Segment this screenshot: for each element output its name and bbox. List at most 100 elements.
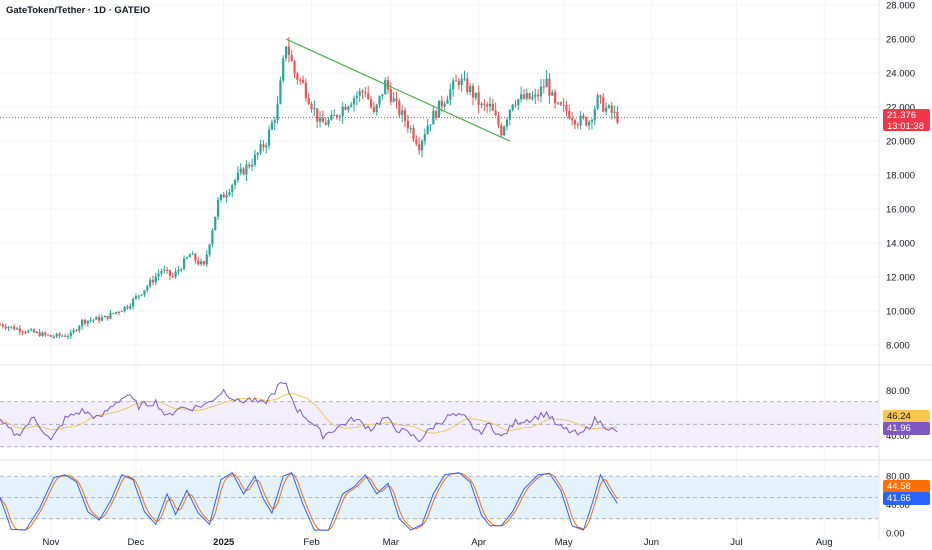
candle-body	[160, 270, 163, 274]
candle-body	[103, 315, 106, 318]
candle-body	[324, 122, 327, 125]
candle-body	[474, 92, 477, 98]
candle-body	[406, 120, 409, 129]
candle-body	[511, 104, 514, 111]
time-tick-label: Dec	[127, 537, 144, 548]
candle-body	[347, 106, 350, 110]
candle-body	[375, 104, 378, 112]
rsi-tick-label: 80.00	[886, 386, 910, 397]
time-tick-label: May	[555, 537, 573, 548]
candle-body	[191, 253, 194, 255]
candle-body	[194, 253, 197, 261]
candle-body	[537, 94, 540, 97]
candle-body	[392, 98, 395, 102]
trendline-layer[interactable]	[0, 38, 878, 142]
candle-body	[89, 320, 92, 322]
candle-body	[446, 99, 449, 104]
candle-body	[593, 108, 596, 121]
candle-body	[259, 144, 262, 153]
candle-body	[534, 94, 537, 97]
candle-body	[545, 78, 548, 88]
candle-body	[522, 94, 526, 99]
candle-body	[92, 319, 95, 321]
candle-body	[143, 290, 146, 295]
candle-body	[457, 80, 460, 86]
price-tick-label: 22.000	[886, 103, 915, 114]
candle-body	[409, 128, 412, 130]
candle-body	[157, 273, 160, 277]
candle-body	[0, 324, 2, 326]
candle-body	[480, 103, 483, 106]
candle-body	[86, 320, 89, 324]
candle-body	[149, 279, 152, 287]
price-tick-label: 8.000	[886, 341, 910, 352]
time-tick-label: Jun	[644, 537, 659, 548]
candle-body	[126, 306, 129, 309]
candle-body	[24, 332, 27, 334]
candle-body	[120, 311, 123, 313]
rsi-pane	[0, 381, 618, 443]
candle-body	[21, 331, 24, 333]
candle-body	[344, 106, 347, 110]
candle-body	[228, 192, 231, 195]
candle-body	[185, 257, 189, 259]
candle-body	[81, 319, 84, 327]
stoch-tick-label: 0.00	[886, 528, 905, 539]
candle-body	[338, 116, 341, 118]
candle-body	[310, 104, 313, 110]
candle-body	[514, 104, 517, 106]
candle-body	[503, 126, 506, 136]
candle-body	[505, 119, 509, 127]
candle-body	[556, 102, 560, 104]
candle-body	[539, 86, 543, 97]
candle-body	[500, 125, 503, 136]
candle-body	[72, 330, 75, 333]
candle-body	[293, 61, 296, 74]
candle-body	[69, 332, 72, 337]
candle-body	[166, 269, 169, 271]
candle-body	[432, 110, 435, 125]
candle-body	[415, 139, 418, 145]
candle-body	[412, 128, 415, 140]
chart-title: GateToken/Tether · 1D · GATEIO	[6, 5, 151, 16]
candle-body	[35, 331, 38, 333]
candle-body	[364, 92, 367, 94]
candle-body	[483, 103, 486, 105]
candle-body	[282, 58, 285, 81]
candle-body	[576, 124, 579, 126]
candle-body	[188, 254, 191, 258]
candle-body	[378, 95, 381, 105]
rsi-line	[0, 381, 618, 443]
candle-body	[171, 275, 174, 277]
candle-body	[440, 100, 443, 107]
time-tick-label: Mar	[383, 537, 399, 548]
candle-body	[4, 326, 7, 329]
candle-body	[242, 168, 245, 175]
candle-body	[98, 316, 101, 321]
candle-body	[443, 103, 446, 107]
candle-body	[270, 122, 273, 130]
candle-body	[588, 121, 591, 126]
stoch-tick-label: 40.00	[886, 500, 910, 511]
candle-body	[554, 92, 557, 104]
candle-body	[208, 244, 211, 255]
candle-body	[358, 91, 361, 96]
candle-body	[219, 194, 223, 200]
candle-body	[381, 94, 384, 96]
candle-body	[253, 154, 257, 165]
candle-body	[318, 117, 322, 122]
candle-body	[83, 319, 87, 324]
candle-body	[248, 164, 251, 167]
price-tick-label: 12.000	[886, 273, 915, 284]
candle-body	[395, 98, 398, 101]
candle-body	[154, 276, 157, 283]
candlestick-series	[0, 37, 619, 340]
candle-body	[211, 230, 214, 245]
candle-body	[316, 108, 319, 122]
candle-body	[386, 80, 390, 90]
candle-body	[551, 92, 554, 96]
candle-body	[571, 118, 574, 121]
candle-body	[525, 93, 528, 99]
candle-body	[471, 86, 475, 98]
